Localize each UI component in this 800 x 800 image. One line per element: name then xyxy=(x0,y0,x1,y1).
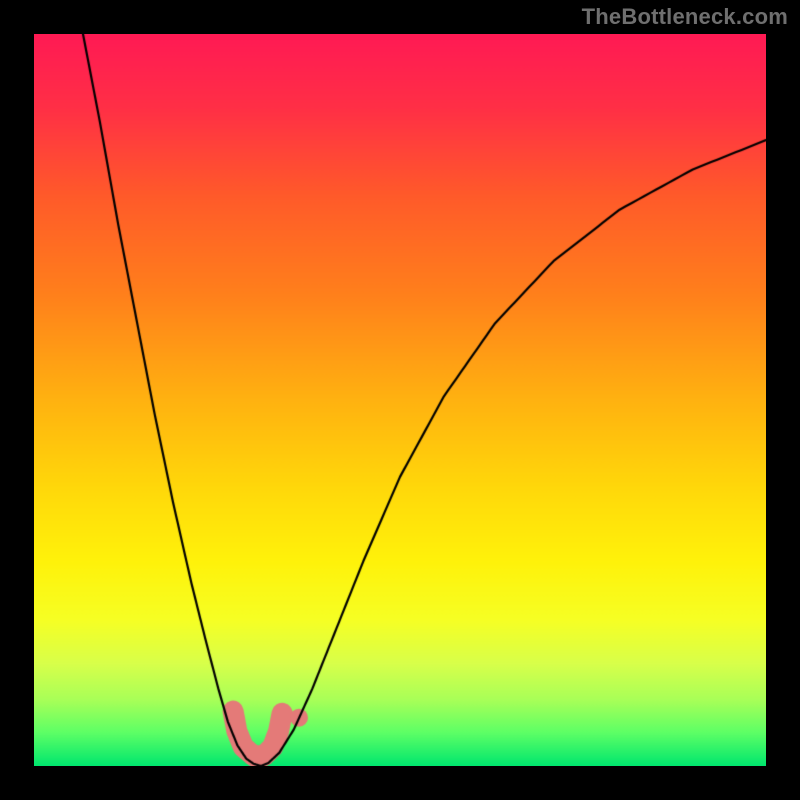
plot-area xyxy=(34,34,766,766)
chart-frame: TheBottleneck.com xyxy=(0,0,800,800)
watermark-text: TheBottleneck.com xyxy=(582,4,788,30)
bottleneck-chart-canvas xyxy=(34,34,766,766)
